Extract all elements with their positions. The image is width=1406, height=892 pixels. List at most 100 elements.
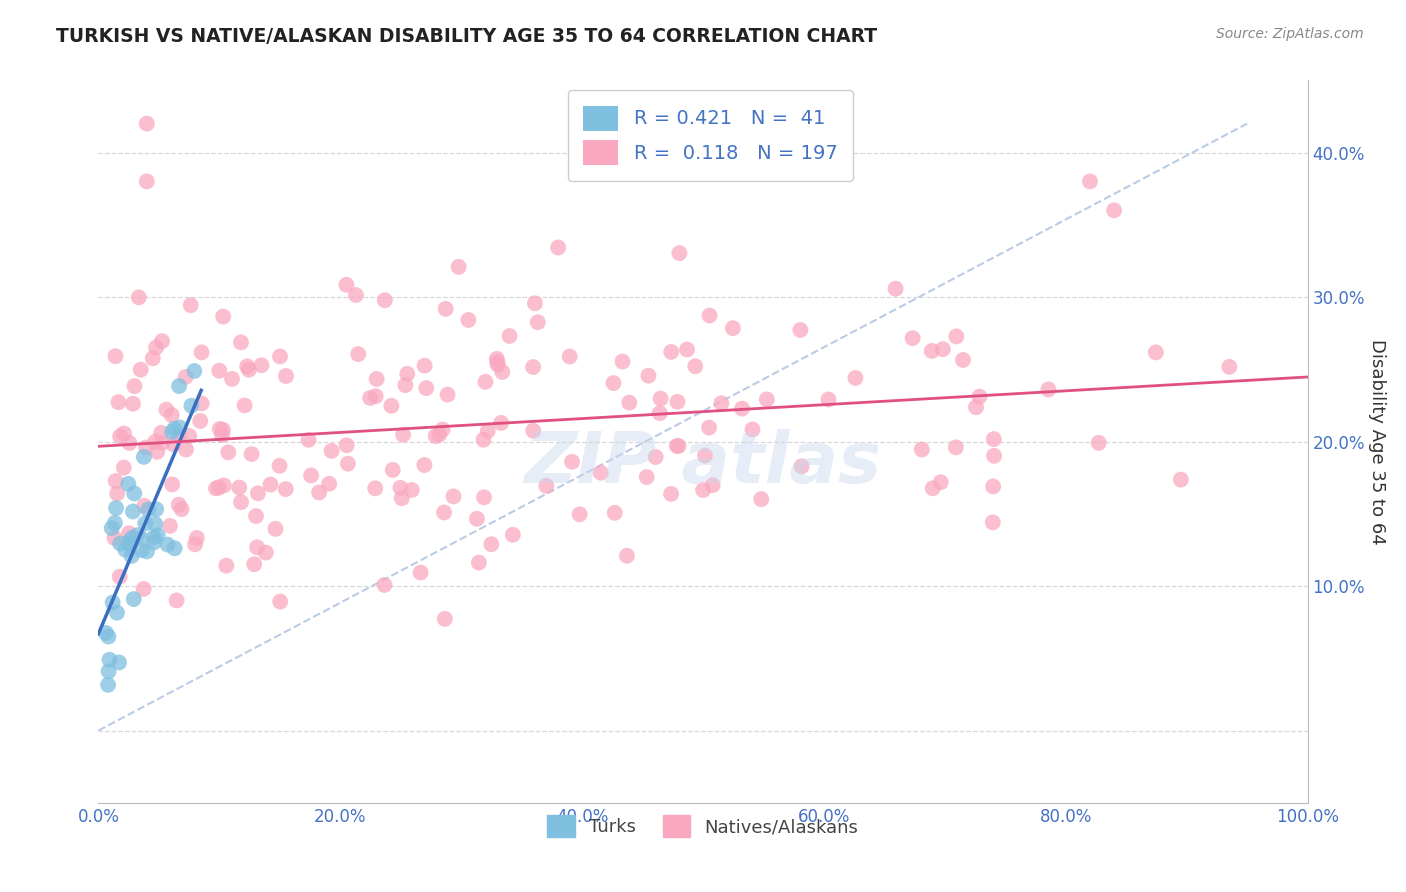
Point xyxy=(105,486,128,500)
Point xyxy=(155,402,177,417)
Point xyxy=(436,387,458,401)
Point xyxy=(433,612,456,626)
Point xyxy=(135,544,157,558)
Point xyxy=(373,578,395,592)
Point xyxy=(945,329,967,343)
Point xyxy=(162,437,184,451)
Point xyxy=(118,538,141,552)
Point xyxy=(142,351,165,366)
Point xyxy=(190,345,212,359)
Point xyxy=(118,536,141,550)
Point xyxy=(134,516,156,531)
Point xyxy=(269,594,291,608)
Point xyxy=(486,355,509,369)
Point xyxy=(127,528,149,542)
Point xyxy=(215,558,238,573)
Point xyxy=(229,335,252,350)
Point xyxy=(589,466,612,480)
Point xyxy=(254,546,277,560)
Point xyxy=(274,369,297,384)
Point xyxy=(188,414,211,428)
Point xyxy=(479,537,502,551)
Point xyxy=(380,399,402,413)
Point xyxy=(1144,345,1167,359)
Point xyxy=(135,441,157,455)
Point xyxy=(108,536,131,550)
Point xyxy=(101,595,124,609)
Point xyxy=(921,343,943,358)
Point xyxy=(526,315,548,329)
Point xyxy=(472,491,495,505)
Point xyxy=(212,423,235,437)
Point xyxy=(318,476,340,491)
Point xyxy=(240,447,263,461)
Text: ZIP atlas: ZIP atlas xyxy=(524,429,882,498)
Point xyxy=(568,508,591,522)
Point xyxy=(146,528,169,542)
Point xyxy=(132,582,155,596)
Point xyxy=(702,478,724,492)
Point xyxy=(457,313,479,327)
Point xyxy=(336,438,359,452)
Point xyxy=(547,240,569,254)
Point xyxy=(170,502,193,516)
Point xyxy=(486,358,509,372)
Point xyxy=(666,394,689,409)
Point xyxy=(180,298,202,312)
Point xyxy=(245,509,267,524)
Point xyxy=(884,282,907,296)
Point xyxy=(97,630,120,644)
Point xyxy=(132,450,155,464)
Point xyxy=(118,526,141,541)
Point xyxy=(1102,203,1125,218)
Point xyxy=(347,347,370,361)
Point xyxy=(665,439,688,453)
Point xyxy=(381,463,404,477)
Point xyxy=(650,392,672,406)
Point xyxy=(366,372,388,386)
Point xyxy=(434,301,457,316)
Point xyxy=(174,370,197,384)
Point xyxy=(297,433,319,447)
Point xyxy=(427,427,450,442)
Point xyxy=(160,477,183,491)
Point xyxy=(443,490,465,504)
Text: Source: ZipAtlas.com: Source: ZipAtlas.com xyxy=(1216,27,1364,41)
Point xyxy=(103,531,125,545)
Point xyxy=(522,424,544,438)
Point xyxy=(108,429,131,443)
Point xyxy=(983,449,1005,463)
Text: TURKISH VS NATIVE/ALASKAN DISABILITY AGE 35 TO 64 CORRELATION CHART: TURKISH VS NATIVE/ALASKAN DISABILITY AGE… xyxy=(56,27,877,45)
Point xyxy=(160,408,183,422)
Point xyxy=(447,260,470,274)
Point xyxy=(136,502,159,516)
Point xyxy=(217,445,239,459)
Point xyxy=(269,458,291,473)
Point xyxy=(965,401,987,415)
Point xyxy=(644,450,666,464)
Point xyxy=(465,512,488,526)
Point xyxy=(981,516,1004,530)
Y-axis label: Disability Age 35 to 64: Disability Age 35 to 64 xyxy=(1368,339,1386,544)
Point xyxy=(536,479,558,493)
Point xyxy=(150,334,173,348)
Point xyxy=(477,424,499,438)
Point xyxy=(208,364,231,378)
Point xyxy=(425,429,447,443)
Point xyxy=(693,449,716,463)
Point xyxy=(558,350,581,364)
Point xyxy=(105,606,128,620)
Point xyxy=(472,433,495,447)
Point xyxy=(169,420,191,434)
Point xyxy=(1087,435,1109,450)
Point xyxy=(983,432,1005,446)
Point xyxy=(236,359,259,374)
Point xyxy=(156,538,179,552)
Point xyxy=(246,486,269,500)
Point xyxy=(274,482,297,496)
Point xyxy=(212,478,235,492)
Point xyxy=(491,365,513,379)
Point xyxy=(250,359,273,373)
Point xyxy=(668,246,690,260)
Point xyxy=(143,530,166,544)
